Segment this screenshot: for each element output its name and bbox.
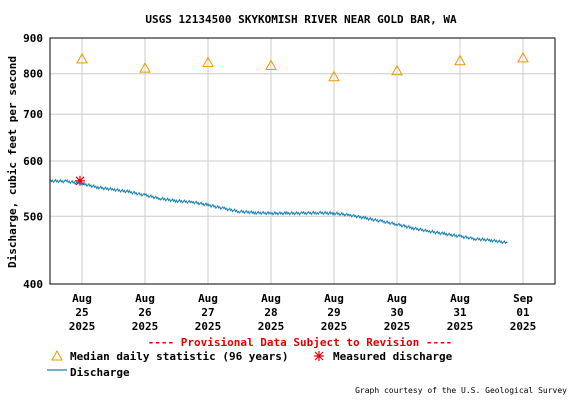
median-point (202, 56, 214, 68)
x-tick-label: 2025 (384, 320, 411, 333)
legend-median-label: Median daily statistic (96 years) (70, 350, 289, 363)
x-tick-label: 27 (201, 306, 214, 319)
legend-median-triangle-icon (51, 349, 63, 361)
y-tick-label: 500 (23, 210, 43, 223)
x-tick-label: 30 (390, 306, 403, 319)
y-tick-label: 600 (23, 155, 43, 168)
x-tick-label: Sep (513, 292, 533, 305)
y-axis-label: Discharge, cubic feet per second (6, 56, 19, 268)
median-point (76, 52, 88, 64)
x-tick-label: 2025 (258, 320, 285, 333)
grid-layer (50, 37, 555, 285)
x-tick-labels: Aug252025Aug262025Aug272025Aug282025Aug2… (69, 292, 537, 333)
legend-measured-asterisk-icon (314, 351, 324, 361)
x-tick-label: Aug (135, 292, 155, 305)
x-tick-label: 2025 (195, 320, 222, 333)
x-tick-label: Aug (324, 292, 344, 305)
x-tick-label: 01 (516, 306, 530, 319)
legend-discharge-label: Discharge (70, 366, 130, 379)
x-tick-label: 26 (138, 306, 152, 319)
x-tick-label: Aug (261, 292, 281, 305)
y-tick-labels: 900 800 700 600 500 400 (23, 32, 43, 291)
measured-point-stroke (75, 176, 85, 186)
x-tick-label: 2025 (447, 320, 474, 333)
x-tick-label: 28 (264, 306, 277, 319)
median-point (139, 62, 151, 73)
median-point (454, 54, 466, 66)
y-tick-label: 700 (23, 108, 43, 121)
legend: Median daily statistic (96 years) Measur… (47, 349, 453, 379)
plot-frame (49, 37, 556, 285)
x-tick-label: 29 (327, 306, 340, 319)
x-tick-label: 31 (453, 306, 467, 319)
x-tick-label: Aug (387, 292, 407, 305)
median-point (328, 70, 340, 82)
y-tick-label: 800 (23, 68, 43, 81)
median-point (517, 51, 529, 63)
median-point (391, 64, 403, 76)
y-tick-label: 900 (23, 32, 43, 45)
x-tick-label: 2025 (132, 320, 159, 333)
median-point (265, 59, 277, 71)
credit-line: Graph courtesy of the U.S. Geological Su… (355, 386, 567, 395)
provisional-note: ---- Provisional Data Subject to Revisio… (148, 336, 453, 349)
x-tick-label: Aug (198, 292, 218, 305)
legend-measured-label: Measured discharge (333, 350, 453, 363)
y-tick-label: 400 (23, 278, 43, 291)
series-layer (50, 51, 529, 245)
x-tick-label: Aug (72, 292, 92, 305)
x-tick-label: 25 (75, 306, 88, 319)
legend-measured-stroke (314, 351, 324, 361)
chart-title: USGS 12134500 SKYKOMISH RIVER NEAR GOLD … (145, 13, 457, 26)
x-tick-label: 2025 (69, 320, 96, 333)
discharge-line (50, 178, 508, 245)
x-tick-label: 2025 (510, 320, 537, 333)
x-tick-label: Aug (450, 292, 470, 305)
x-tick-label: 2025 (321, 320, 348, 333)
